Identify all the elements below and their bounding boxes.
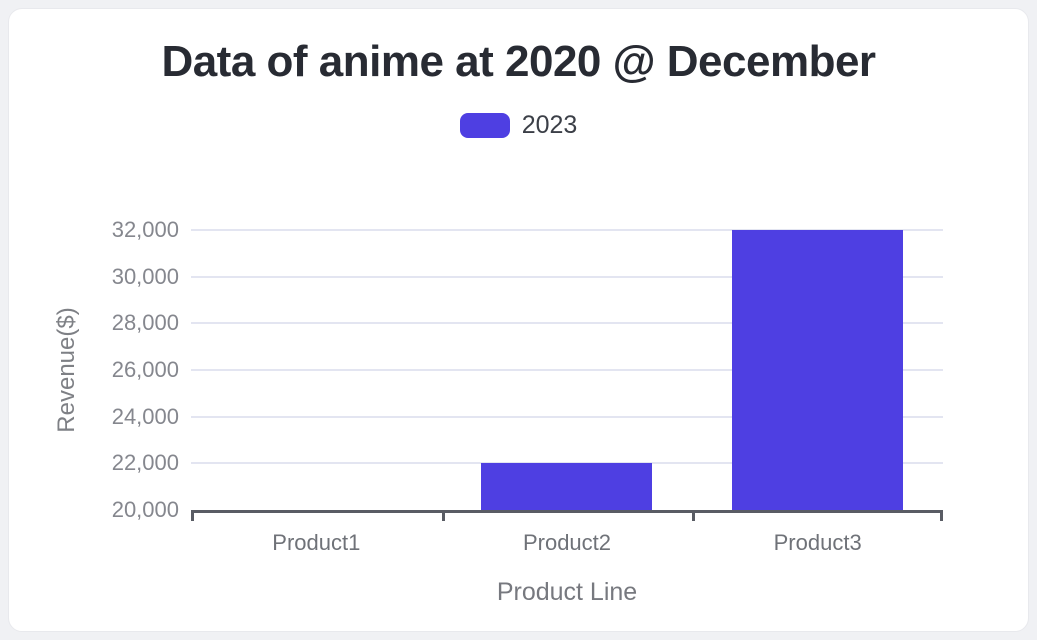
x-tick-2 (692, 513, 696, 521)
x-tick-1 (441, 513, 445, 521)
x-category-label-product1: Product1 (272, 530, 361, 555)
chart-card: Data of anime at 2020 @ December 2023 Re… (8, 8, 1029, 632)
x-axis-line (191, 510, 943, 513)
y-tick-label-20000: 20,000 (111, 497, 179, 522)
gridline-28000 (191, 322, 943, 325)
y-tick-label-24000: 24,000 (111, 403, 179, 429)
legend-item-2023[interactable]: 2023 (459, 111, 578, 140)
gridline-26000 (191, 369, 943, 371)
y-tick-label-30000: 30,000 (111, 263, 179, 289)
legend-swatch-icon (459, 113, 510, 138)
y-tick-label-22000: 22,000 (111, 450, 179, 476)
y-tick-label-32000: 32,000 (111, 217, 179, 242)
x-tick-0 (191, 513, 194, 521)
x-category-label-product3: Product3 (773, 530, 862, 555)
gridline-24000 (191, 415, 943, 418)
gridline-30000 (191, 275, 943, 278)
x-tick-3 (940, 513, 943, 521)
x-axis-title: Product Line (496, 578, 638, 606)
bar-product3 (732, 230, 903, 510)
legend: 2023 (9, 111, 1028, 140)
bar-product2 (481, 463, 652, 510)
x-category-label-product2: Product2 (522, 530, 612, 555)
gridline-32000 (191, 229, 943, 231)
bar-chart-plot-area: Revenue($) Product Line 20,000 22,000 24,0… (9, 9, 1028, 631)
y-tick-label-26000: 26,000 (111, 357, 179, 382)
legend-label: 2023 (521, 111, 578, 139)
chart-title: Data of anime at 2020 @ December (161, 37, 876, 86)
y-tick-label-28000: 28,000 (111, 310, 179, 336)
